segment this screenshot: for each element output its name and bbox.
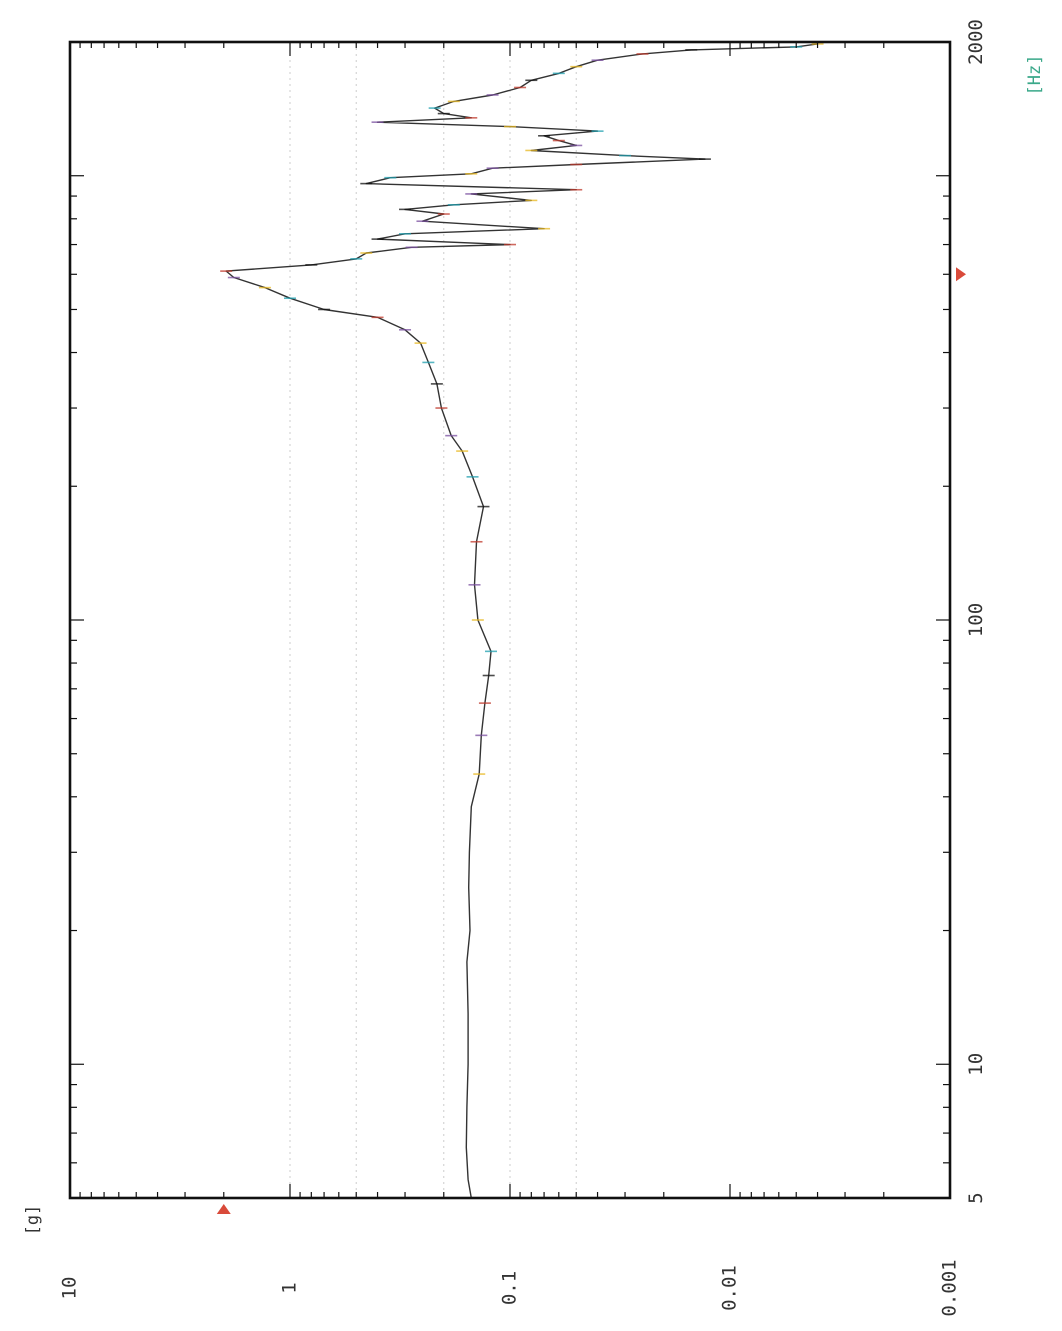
y-tick-label: 0.01	[719, 1265, 741, 1311]
data-trace	[220, 43, 824, 1199]
y-tick-label: 10	[59, 1277, 81, 1300]
y-axis-unit: [g]	[23, 1205, 43, 1236]
tick-marks	[70, 41, 951, 1199]
tick-labels: 5 10 100 2000 10 1 0.1 0.01 0.001 [Hz] [g]	[23, 19, 1045, 1316]
range-marker	[216, 1204, 231, 1214]
x-axis-unit: [Hz]	[1025, 55, 1045, 96]
y-tick-label: 0.1	[499, 1271, 521, 1305]
x-tick-label: 2000	[965, 19, 987, 65]
range-marker	[956, 267, 966, 282]
grid-lines	[289, 42, 577, 1198]
x-tick-label: 5	[965, 1192, 987, 1203]
x-tick-label: 10	[965, 1053, 987, 1076]
range-markers	[216, 267, 966, 1214]
series-line	[225, 43, 818, 1199]
x-tick-label: 100	[965, 603, 987, 637]
y-tick-label: 1	[279, 1282, 301, 1293]
y-tick-label: 0.001	[939, 1259, 961, 1316]
